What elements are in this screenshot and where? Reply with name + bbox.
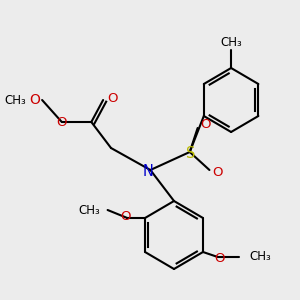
Text: O: O bbox=[120, 211, 130, 224]
Text: O: O bbox=[29, 93, 40, 107]
Text: O: O bbox=[108, 92, 118, 104]
Text: O: O bbox=[214, 251, 225, 265]
Text: S: S bbox=[186, 146, 195, 160]
Text: CH₃: CH₃ bbox=[4, 94, 26, 106]
Text: O: O bbox=[200, 118, 211, 130]
Text: CH₃: CH₃ bbox=[220, 35, 242, 49]
Text: O: O bbox=[212, 166, 223, 178]
Text: CH₃: CH₃ bbox=[249, 250, 271, 263]
Text: N: N bbox=[143, 164, 154, 179]
Text: CH₃: CH₃ bbox=[78, 203, 100, 217]
Text: O: O bbox=[56, 116, 67, 130]
